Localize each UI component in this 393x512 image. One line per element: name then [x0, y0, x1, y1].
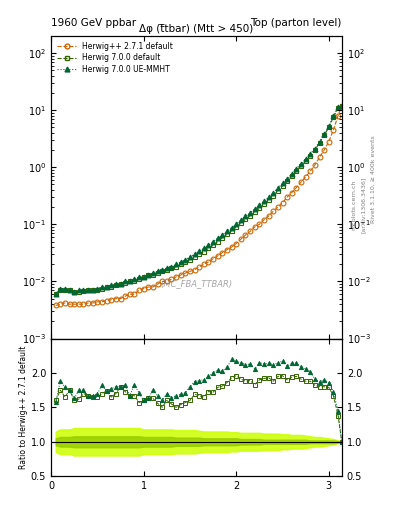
Text: (MC_FBA_TTBAR): (MC_FBA_TTBAR)	[160, 280, 233, 289]
Text: 1960 GeV ppbar: 1960 GeV ppbar	[51, 18, 136, 28]
Title: Δφ (t̅tbar) (Mtt > 450): Δφ (t̅tbar) (Mtt > 450)	[140, 24, 253, 34]
Legend: Herwig++ 2.7.1 default, Herwig 7.0.0 default, Herwig 7.0.0 UE-MMHT: Herwig++ 2.7.1 default, Herwig 7.0.0 def…	[55, 39, 176, 76]
Y-axis label: Ratio to Herwig++ 2.7.1 default: Ratio to Herwig++ 2.7.1 default	[19, 346, 28, 469]
Text: Top (parton level): Top (parton level)	[250, 18, 342, 28]
Text: mcplots.cern.ch: mcplots.cern.ch	[351, 180, 356, 230]
Text: Rivet 3.1.10, ≥ 400k events: Rivet 3.1.10, ≥ 400k events	[371, 135, 376, 223]
Text: [arXiv:1306.3436]: [arXiv:1306.3436]	[361, 177, 366, 233]
